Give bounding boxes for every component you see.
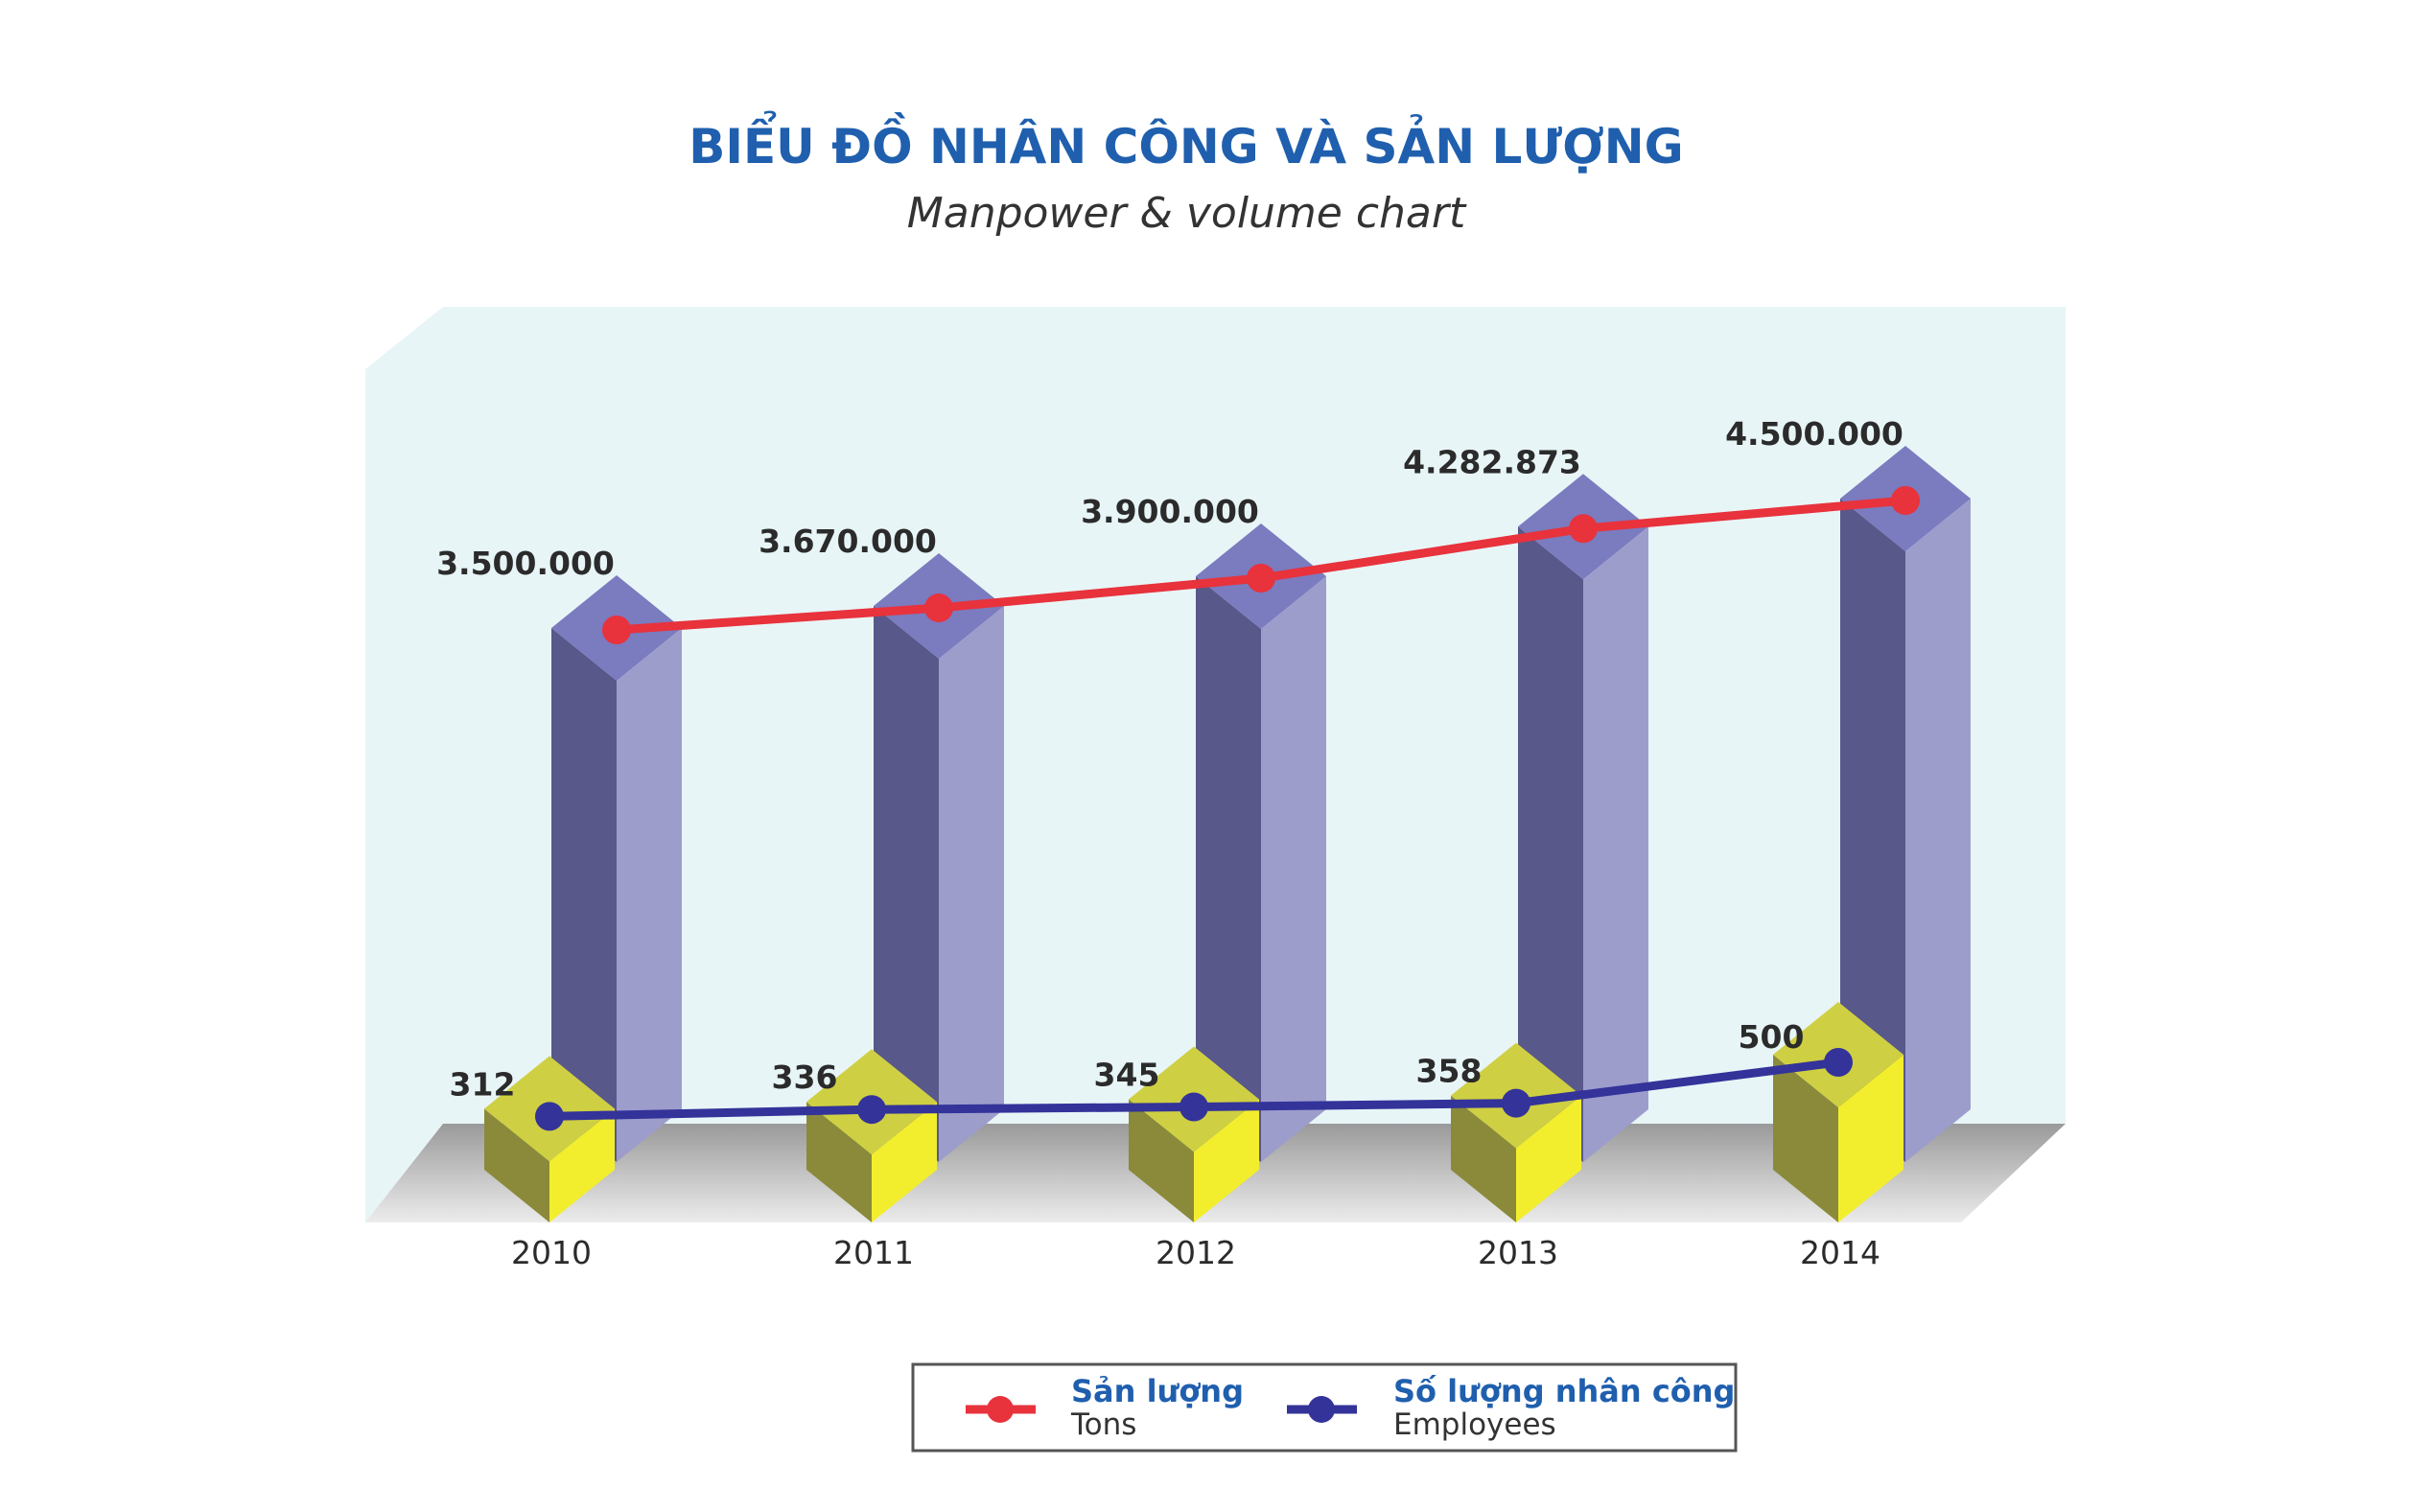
employees-point bbox=[1824, 1048, 1853, 1077]
x-tick-label: 2014 bbox=[1800, 1234, 1880, 1271]
x-tick-label: 2011 bbox=[833, 1234, 914, 1271]
tons-data-label: 3.900.000 bbox=[1081, 493, 1259, 530]
tons-bar-side bbox=[617, 628, 682, 1162]
legend-employees-sublabel: Employees bbox=[1393, 1407, 1556, 1442]
employees-data-label: 312 bbox=[450, 1065, 516, 1103]
lines-layer bbox=[535, 486, 1920, 1131]
legend-employees-label: Số lượng nhân công bbox=[1393, 1373, 1735, 1409]
tons-bar-side bbox=[939, 606, 1004, 1162]
x-tick-label: 2013 bbox=[1478, 1234, 1558, 1271]
tons-bar-side bbox=[1905, 499, 1971, 1162]
tons-point bbox=[602, 616, 631, 644]
tons-bar-side bbox=[1583, 526, 1648, 1162]
tons-bar-front bbox=[1518, 526, 1583, 1162]
employees-data-label: 345 bbox=[1094, 1057, 1160, 1094]
employees-bar-front bbox=[1773, 1055, 1838, 1222]
tons-data-label: 4.500.000 bbox=[1725, 415, 1903, 453]
employees-data-label: 358 bbox=[1416, 1053, 1483, 1090]
employees-bar-side bbox=[1194, 1099, 1259, 1222]
employees-point bbox=[1502, 1088, 1530, 1118]
employees-point bbox=[535, 1102, 564, 1131]
employees-bar-front bbox=[1451, 1095, 1516, 1222]
chart-subtitle: Manpower & volume chart bbox=[907, 189, 1467, 238]
tons-bar-front bbox=[874, 606, 939, 1162]
legend-tons-marker bbox=[987, 1396, 1014, 1423]
employees-bar-front bbox=[1129, 1099, 1194, 1222]
employees-bar-front bbox=[806, 1102, 872, 1222]
employees-point bbox=[857, 1095, 886, 1125]
tons-point bbox=[1569, 514, 1598, 544]
legend: Sản lượng Tons Số lượng nhân công Employ… bbox=[911, 1362, 1738, 1453]
employees-data-label: 500 bbox=[1739, 1018, 1805, 1056]
tons-bar-front bbox=[551, 628, 617, 1162]
tons-data-label: 3.670.000 bbox=[759, 523, 937, 560]
tons-data-label: 3.500.000 bbox=[436, 545, 615, 582]
employees-bar-side bbox=[872, 1102, 937, 1222]
tons-bar-side bbox=[1261, 576, 1326, 1162]
tons-data-label: 4.282.873 bbox=[1403, 443, 1581, 480]
employees-bar-side bbox=[1838, 1055, 1903, 1222]
legend-tons-label: Sản lượng bbox=[1071, 1373, 1244, 1409]
employees-data-label: 336 bbox=[772, 1058, 838, 1096]
x-tick-label: 2012 bbox=[1156, 1234, 1236, 1271]
tons-bar-front bbox=[1196, 576, 1261, 1162]
tons-point bbox=[924, 593, 953, 623]
x-tick-label: 2010 bbox=[511, 1234, 592, 1271]
bars-layer bbox=[484, 446, 1971, 1222]
tons-point bbox=[1891, 486, 1920, 515]
tons-bar-front bbox=[1840, 499, 1905, 1162]
legend-employees-marker bbox=[1308, 1396, 1335, 1423]
legend-tons-sublabel: Tons bbox=[1070, 1407, 1136, 1442]
tons-point bbox=[1247, 564, 1275, 593]
labels-layer: 2010 2011 2012 2013 2014 3.500.000 3.670.000 3.… bbox=[436, 415, 1903, 1271]
chart-title: BIỂU ĐỒ NHÂN CÔNG VÀ SẢN LƯỢNG bbox=[689, 110, 1683, 174]
employees-bar-front bbox=[484, 1108, 549, 1222]
employees-point bbox=[1179, 1092, 1208, 1122]
employees-bar-side bbox=[549, 1108, 615, 1222]
employees-bar-side bbox=[1516, 1095, 1581, 1222]
